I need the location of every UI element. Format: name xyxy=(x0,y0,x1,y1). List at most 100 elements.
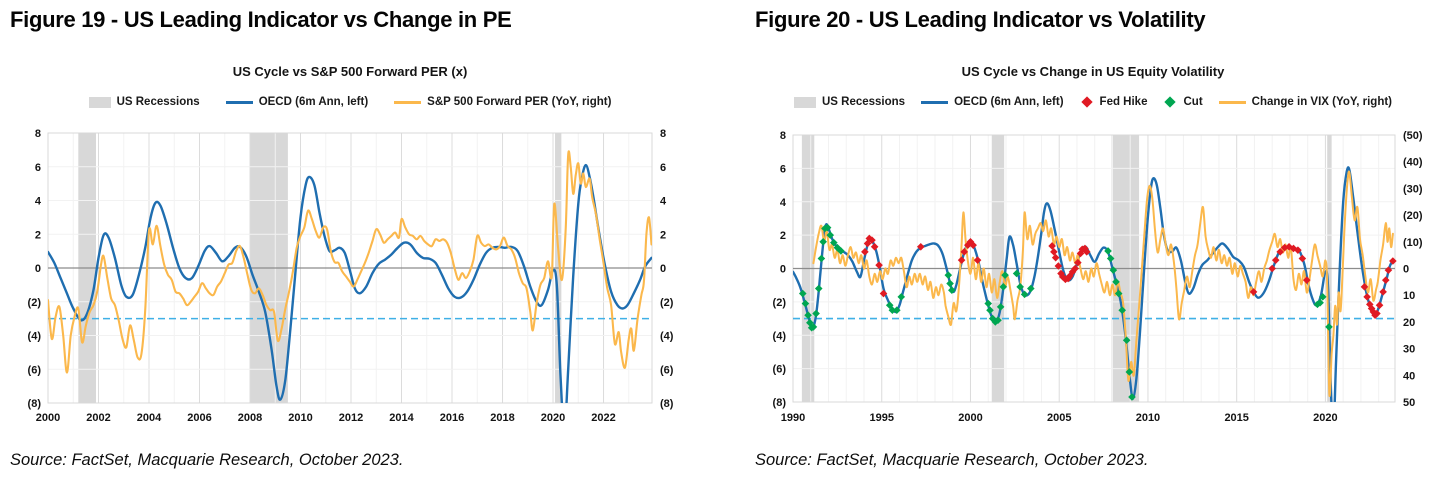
figure-20-chart: 86420(2)(4)(6)(8)(50)(40)(30)(20)(10)010… xyxy=(773,130,1423,424)
change-in-vix-yoy-right-line-swatch xyxy=(1218,100,1246,104)
us-recessions-swatch xyxy=(88,96,111,108)
legend-label: OECD (6m Ann, left) xyxy=(258,96,369,108)
x-axis-tick: 2005 xyxy=(1047,412,1071,424)
x-axis-tick: 2008 xyxy=(238,412,262,424)
fed-hike-markers xyxy=(861,234,1397,320)
us-recessions-swatch xyxy=(793,96,816,108)
legend-item-fed-hike: Fed Hike xyxy=(1080,96,1148,108)
figure-19-source: Source: FactSet, Macquarie Research, Oct… xyxy=(10,451,404,469)
right-axis-tick: (4) xyxy=(660,331,674,343)
right-axis-tick: 4 xyxy=(660,196,667,208)
x-axis-tick: 2012 xyxy=(339,412,363,424)
oecd-6m-ann-left-line-swatch xyxy=(225,100,253,104)
x-axis-tick: 2000 xyxy=(958,412,982,424)
x-axis-tick: 2010 xyxy=(1136,412,1160,424)
x-axis-tick: 2016 xyxy=(440,412,464,424)
left-axis-tick: (8) xyxy=(28,398,42,410)
figure-20-title: Figure 20 - US Leading Indicator vs Vola… xyxy=(755,7,1206,32)
left-axis-tick: (8) xyxy=(773,397,787,409)
oecd-6m-ann-left-line-swatch xyxy=(921,100,949,104)
x-axis-tick: 2020 xyxy=(541,412,565,424)
legend-label: S&P 500 Forward PER (YoY, right) xyxy=(427,96,612,108)
left-axis-tick: (6) xyxy=(773,364,787,376)
x-axis-tick: 1990 xyxy=(781,412,805,424)
right-axis-tick: 50 xyxy=(1403,397,1415,409)
left-axis-tick: 4 xyxy=(780,197,787,209)
s-p-500-forward-per-yoy-right-line-swatch xyxy=(394,100,422,104)
left-axis-tick: (2) xyxy=(773,297,787,309)
legend-item-us-recessions: US Recessions xyxy=(88,96,200,108)
figure-20-source: Source: FactSet, Macquarie Research, Oct… xyxy=(755,451,1149,469)
x-axis-tick: 2002 xyxy=(86,412,110,424)
right-axis-tick: (10) xyxy=(1403,237,1423,249)
legend-item-change-in-vix-yoy-right: Change in VIX (YoY, right) xyxy=(1218,96,1393,108)
figure-20-chart-title: US Cycle vs Change in US Equity Volatili… xyxy=(961,64,1225,79)
figure-19-legend: US Recessions OECD (6m Ann, left) S&P 500 … xyxy=(30,96,670,108)
x-axis-tick: 2014 xyxy=(389,412,414,424)
right-axis-tick: (40) xyxy=(1403,157,1423,169)
right-axis-tick: (2) xyxy=(660,297,674,309)
right-axis-tick: 6 xyxy=(660,162,666,174)
cut-diamond-icon xyxy=(1164,96,1177,108)
legend-item-us-recessions: US Recessions xyxy=(793,96,906,108)
figure-19-panel: Figure 19 - US Leading Indicator vs Chan… xyxy=(0,0,722,483)
left-axis-tick: 2 xyxy=(780,230,786,242)
legend-label: US Recessions xyxy=(116,96,200,108)
right-axis-tick: 10 xyxy=(1403,290,1415,302)
oecd-6m-ann-left-line xyxy=(48,163,652,403)
left-axis-tick: 6 xyxy=(35,162,41,174)
left-axis-tick: (4) xyxy=(773,330,787,342)
right-axis-tick: (8) xyxy=(660,398,674,410)
right-axis-tick: 20 xyxy=(1403,317,1415,329)
legend-item-s-p-500-forward-per-yoy-right: S&P 500 Forward PER (YoY, right) xyxy=(394,96,611,108)
x-axis-tick: 2000 xyxy=(36,412,60,424)
legend-label: US Recessions xyxy=(821,96,906,108)
right-axis-tick: 8 xyxy=(660,128,666,140)
legend-label: Change in VIX (YoY, right) xyxy=(1251,96,1393,108)
oecd-6m-ann-left-line xyxy=(793,166,1395,402)
change-in-vix-yoy-right-line xyxy=(812,170,1394,398)
left-axis-tick: 6 xyxy=(780,163,786,175)
x-axis-tick: 2022 xyxy=(591,412,615,424)
right-axis-tick: (50) xyxy=(1403,130,1423,142)
figure-19-title: Figure 19 - US Leading Indicator vs Chan… xyxy=(10,7,512,32)
x-axis-tick: 2010 xyxy=(288,412,312,424)
right-axis-tick: 0 xyxy=(660,263,666,275)
x-axis-tick: 2018 xyxy=(490,412,514,424)
left-axis-tick: 4 xyxy=(35,196,42,208)
left-axis-tick: 8 xyxy=(35,128,41,140)
legend-item-oecd-6m-ann-left: OECD (6m Ann, left) xyxy=(225,96,369,108)
right-axis-tick: (6) xyxy=(660,364,674,376)
s-p-500-forward-per-yoy-right-line xyxy=(48,150,652,374)
right-axis-tick: 40 xyxy=(1403,370,1415,382)
right-axis-tick: (20) xyxy=(1403,210,1423,222)
left-axis-tick: 0 xyxy=(35,263,41,275)
left-axis-tick: 2 xyxy=(35,229,41,241)
right-axis-tick: 30 xyxy=(1403,344,1415,356)
gridlines xyxy=(47,133,652,403)
legend-label: Fed Hike xyxy=(1099,96,1148,108)
x-axis-tick: 1995 xyxy=(869,412,893,424)
legend-label: OECD (6m Ann, left) xyxy=(954,96,1064,108)
right-axis-tick: 2 xyxy=(660,229,666,241)
left-axis-tick: 8 xyxy=(780,130,786,142)
left-axis-tick: 0 xyxy=(780,264,786,276)
legend-item-cut: Cut xyxy=(1163,96,1203,108)
legend-label: Cut xyxy=(1183,96,1203,108)
x-axis-tick: 2004 xyxy=(137,412,162,424)
axis-tick-labels: 86420(2)(4)(6)(8)(50)(40)(30)(20)(10)010… xyxy=(773,130,1423,424)
figure-19-chart: 8 6 4 2 0 (2) (4) (6) (8) 8 6 4 2 0 (2) (4) (6) (8) 2000 20… xyxy=(28,128,674,424)
right-axis-tick: 0 xyxy=(1403,264,1409,276)
x-axis-tick: 2006 xyxy=(187,412,211,424)
axis-tick-labels: 8 6 4 2 0 (2) (4) (6) (8) 8 6 4 2 0 (2) (4) (6) (8) 2000 20… xyxy=(28,128,674,424)
figure-20-panel: Figure 20 - US Leading Indicator vs Vola… xyxy=(723,0,1445,483)
left-axis-tick: (2) xyxy=(28,297,42,309)
left-axis-tick: (4) xyxy=(28,331,42,343)
figure-19-chart-title: US Cycle vs S&P 500 Forward PER (x) xyxy=(232,64,468,79)
left-axis-tick: (6) xyxy=(28,364,42,376)
fed-hike-diamond-icon xyxy=(1080,96,1093,108)
x-axis-tick: 2020 xyxy=(1313,412,1337,424)
legend-item-oecd-6m-ann-left: OECD (6m Ann, left) xyxy=(921,96,1064,108)
x-axis-tick: 2015 xyxy=(1224,412,1248,424)
figure-20-legend: US Recessions OECD (6m Ann, left) Fed Hike… xyxy=(773,96,1413,108)
